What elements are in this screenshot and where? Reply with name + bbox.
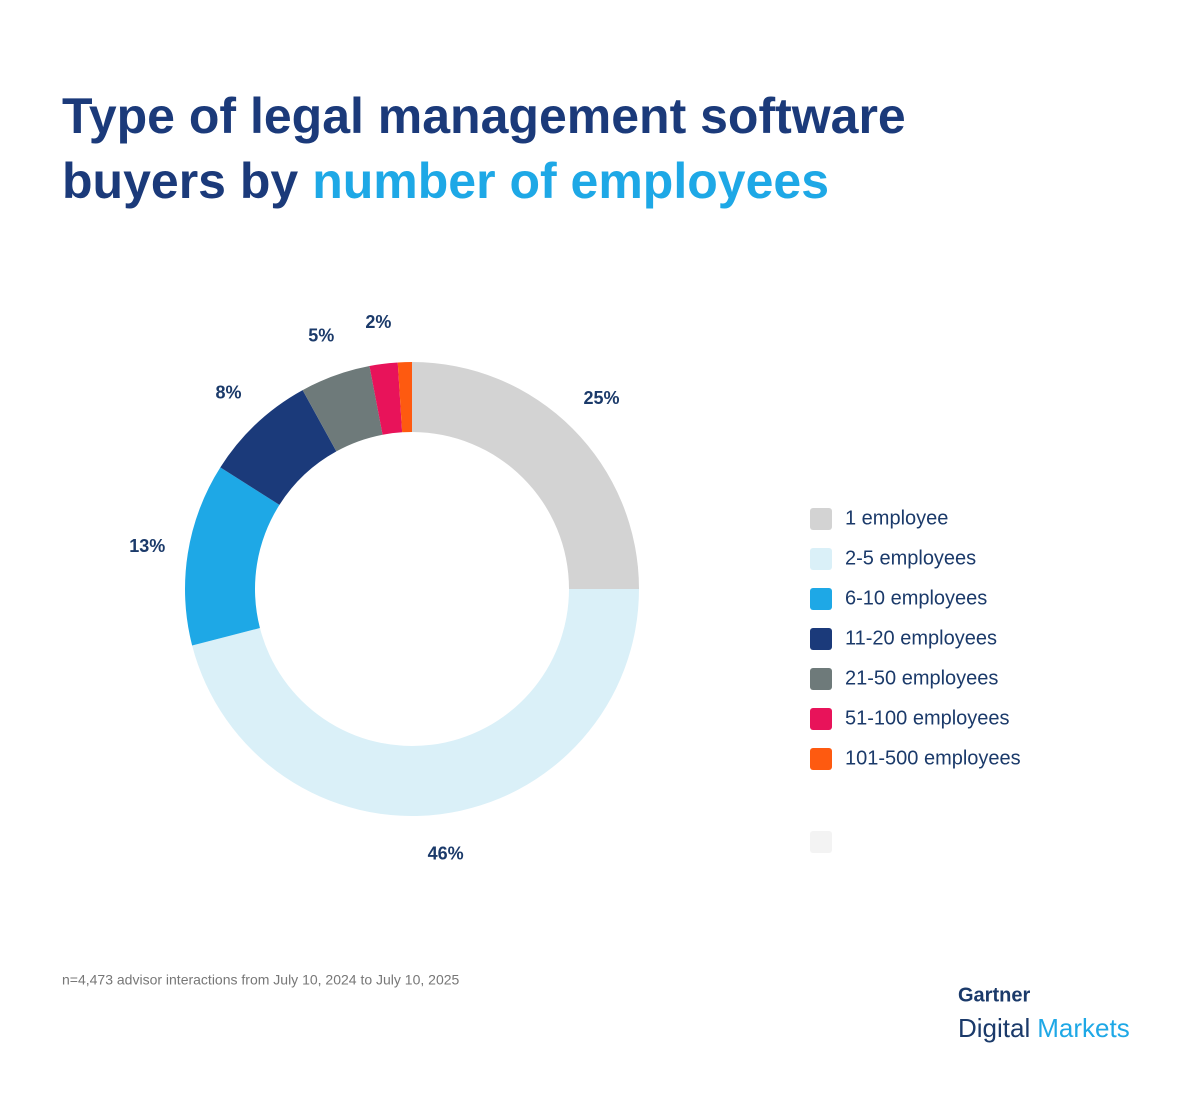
legend-swatch bbox=[810, 708, 832, 730]
logo-word: Digital bbox=[958, 1013, 1030, 1043]
donut-slice bbox=[369, 362, 403, 435]
data-label: 2% bbox=[365, 312, 391, 332]
logo-text: Digital Markets bbox=[958, 1013, 1130, 1043]
logo-brand: Gartner bbox=[958, 984, 1030, 1006]
data-label: 8% bbox=[216, 382, 242, 402]
chart-title: buyers by number of employees bbox=[62, 153, 829, 209]
legend-swatch bbox=[810, 668, 832, 690]
legend-label: 101-500 employees bbox=[845, 747, 1021, 769]
chart-title: Type of legal management software bbox=[62, 88, 906, 144]
data-label: 5% bbox=[308, 326, 334, 346]
data-label: 13% bbox=[129, 536, 165, 556]
legend-swatch bbox=[810, 748, 832, 770]
donut-slice bbox=[302, 366, 383, 452]
footnote: n=4,473 advisor interactions from July 1… bbox=[62, 972, 460, 988]
title-highlight: number of employees bbox=[312, 153, 829, 209]
donut-slice bbox=[220, 390, 337, 505]
legend-label: 2-5 employees bbox=[845, 547, 976, 569]
legend-label: 1 employee bbox=[845, 507, 948, 529]
donut-slice bbox=[412, 362, 639, 589]
legend-swatch bbox=[810, 548, 832, 570]
legend-label: 6-10 employees bbox=[845, 587, 987, 609]
legend-label: 21-50 employees bbox=[845, 667, 998, 689]
donut-slice bbox=[397, 362, 412, 433]
legend-swatch bbox=[810, 588, 832, 610]
legend-label: 51-100 employees bbox=[845, 707, 1010, 729]
donut-slice bbox=[192, 589, 639, 816]
donut-slice bbox=[185, 467, 280, 646]
legend-swatch-empty bbox=[810, 831, 832, 853]
data-label: 46% bbox=[428, 844, 464, 864]
data-label: 25% bbox=[583, 388, 619, 408]
legend-label: 11-20 employees bbox=[845, 627, 997, 649]
title-part: buyers by bbox=[62, 153, 298, 209]
logo-word: Markets bbox=[1037, 1013, 1129, 1043]
legend-swatch bbox=[810, 508, 832, 530]
legend-swatch bbox=[810, 628, 832, 650]
